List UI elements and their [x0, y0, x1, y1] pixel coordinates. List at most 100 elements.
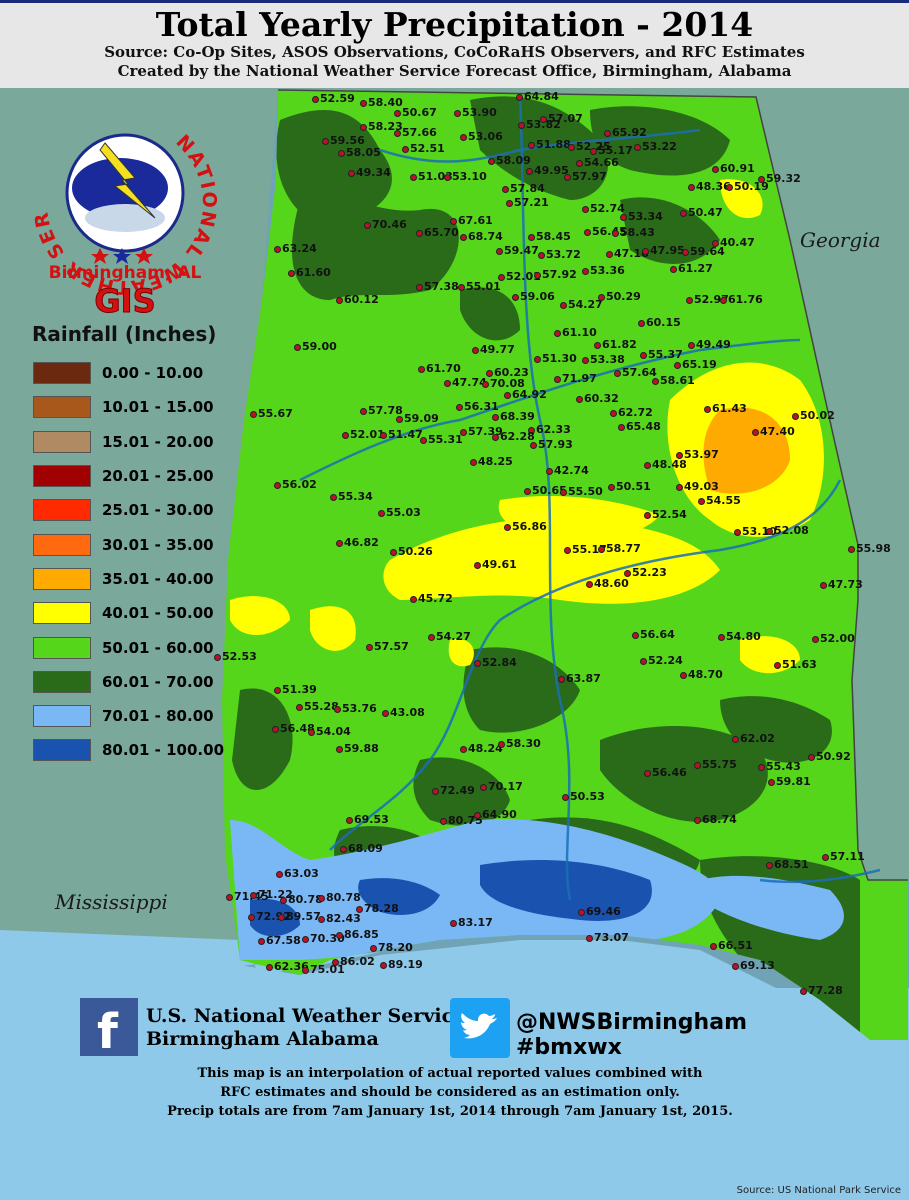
legend-item: 30.01 - 35.00: [28, 527, 233, 561]
terrain-shading: [0, 88, 909, 960]
station-dot: [346, 817, 353, 824]
station-dot: [482, 381, 489, 388]
station-value: 50.67: [402, 106, 437, 119]
station-dot: [564, 174, 571, 181]
station-value: 55.01: [466, 280, 501, 293]
station-value: 61.43: [712, 402, 747, 415]
station-dot: [586, 581, 593, 588]
station-dot: [618, 424, 625, 431]
station-dot: [530, 442, 537, 449]
station-dot: [712, 166, 719, 173]
station-value: 56.64: [640, 628, 675, 641]
station-value: 58.77: [606, 542, 641, 555]
station-value: 59.81: [776, 775, 811, 788]
station-dot: [312, 96, 319, 103]
station-dot: [288, 270, 295, 277]
logo-office-text: Birmingham, AL: [49, 263, 202, 283]
legend-label: 80.01 - 100.00: [102, 741, 224, 760]
station-value: 69.46: [586, 905, 621, 918]
twitter-icon[interactable]: [450, 998, 510, 1058]
station-dot: [416, 230, 423, 237]
legend-label: 40.01 - 50.00: [102, 604, 214, 623]
legend-label: 25.01 - 30.00: [102, 501, 214, 520]
station-dot: [360, 124, 367, 131]
station-dot: [686, 297, 693, 304]
station-dot: [340, 846, 347, 853]
disclaimer-line1: This map is an interpolation of actual r…: [197, 1066, 703, 1081]
star-icon: [91, 248, 109, 264]
station-value: 50.47: [688, 206, 723, 219]
legend-label: 30.01 - 35.00: [102, 535, 214, 554]
station-dot: [582, 268, 589, 275]
station-dot: [712, 240, 719, 247]
station-value: 47.16: [614, 247, 649, 260]
station-dot: [338, 150, 345, 157]
station-value: 50.65: [532, 484, 567, 497]
station-dot: [378, 510, 385, 517]
station-dot: [680, 210, 687, 217]
station-dot: [534, 272, 541, 279]
station-value: 62.36: [274, 960, 309, 973]
station-value: 62.33: [536, 423, 571, 436]
station-value: 58.40: [368, 96, 403, 109]
station-value: 47.40: [760, 425, 795, 438]
map-header: Total Yearly Precipitation - 2014 Source…: [0, 0, 909, 88]
station-dot: [698, 498, 705, 505]
station-dot: [460, 134, 467, 141]
station-value: 70.08: [490, 377, 525, 390]
station-dot: [336, 540, 343, 547]
station-dot: [492, 414, 499, 421]
twitter-info: @NWSBirmingham #bmxwx: [516, 1010, 747, 1060]
rainfall-legend: Rainfall (Inches) 0.00 - 10.00 10.01 - 15…: [28, 322, 233, 768]
station-dot: [382, 710, 389, 717]
station-dot: [726, 184, 733, 191]
station-value: 72.49: [440, 784, 475, 797]
station-value: 52.24: [648, 654, 683, 667]
station-value: 52.54: [652, 508, 687, 521]
created-by-line: Created by the National Weather Service …: [117, 62, 792, 80]
station-dot: [682, 249, 689, 256]
station-dot: [582, 206, 589, 213]
station-value: 62.72: [618, 406, 653, 419]
station-value: 89.57: [286, 910, 321, 923]
station-value: 50.92: [816, 750, 851, 763]
station-dot: [528, 234, 535, 241]
station-value: 47.73: [828, 578, 863, 591]
station-value: 47.95: [650, 244, 685, 257]
disclaimer: This map is an interpolation of actual r…: [100, 1064, 800, 1121]
station-value: 57.64: [622, 366, 657, 379]
station-dot: [758, 764, 765, 771]
station-value: 48.70: [688, 668, 723, 681]
river: [299, 338, 801, 482]
station-dot: [512, 294, 519, 301]
station-value: 55.75: [702, 758, 737, 771]
twitter-handle[interactable]: @NWSBirmingham: [516, 1010, 747, 1035]
station-value: 70.46: [372, 218, 407, 231]
station-dot: [278, 914, 285, 921]
station-value: 65.70: [424, 226, 459, 239]
station-value: 49.49: [696, 338, 731, 351]
facebook-icon[interactable]: f: [80, 998, 138, 1060]
station-dot: [366, 644, 373, 651]
station-dot: [280, 897, 287, 904]
river: [329, 479, 842, 851]
station-dot: [568, 144, 575, 151]
station-dot: [526, 168, 533, 175]
station-dot: [640, 352, 647, 359]
state-border: [277, 89, 908, 881]
station-dot: [710, 943, 717, 950]
station-dot: [620, 214, 627, 221]
station-value: 50.02: [800, 409, 835, 422]
legend-swatch: [33, 636, 91, 659]
hashtag[interactable]: #bmxwx: [516, 1035, 622, 1060]
station-value: 48.48: [652, 458, 687, 471]
station-value: 51.63: [782, 658, 817, 671]
station-dot: [540, 116, 547, 123]
nws-birmingham-gis-logo: NATIONAL WEATHER SERVICE Birmingham, AL …: [30, 98, 218, 318]
station-dot: [410, 596, 417, 603]
legend-item: 15.01 - 20.00: [28, 425, 233, 459]
station-value: 61.70: [426, 362, 461, 375]
station-value: 50.19: [734, 180, 769, 193]
station-value: 57.21: [514, 196, 549, 209]
